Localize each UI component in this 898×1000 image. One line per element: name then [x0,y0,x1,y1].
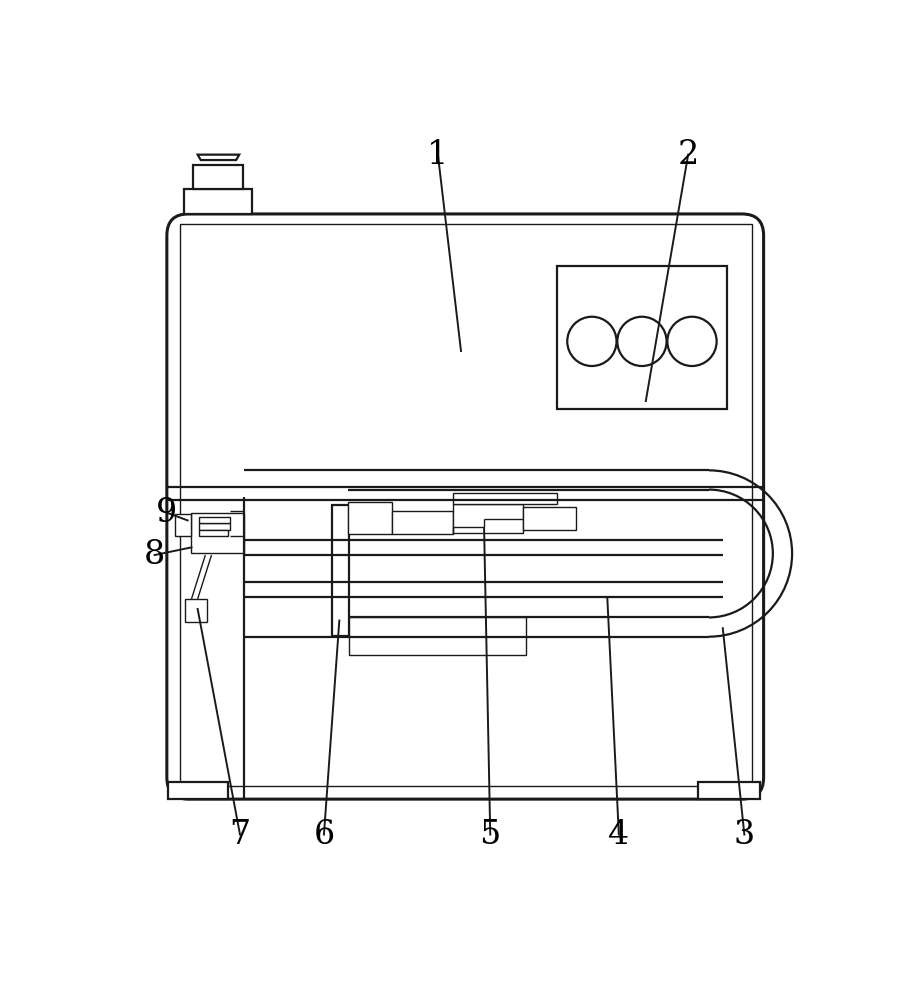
Bar [523,507,577,530]
Bar [453,493,558,504]
Bar [331,505,348,636]
Bar [348,502,392,534]
Text: 2: 2 [677,139,699,171]
Bar [199,517,230,523]
Text: 4: 4 [608,819,629,851]
Bar [169,782,228,799]
Bar [453,504,523,533]
FancyBboxPatch shape [167,214,763,799]
Bar [184,189,251,214]
Text: 6: 6 [313,819,335,851]
Text: 1: 1 [427,139,448,171]
Text: 5: 5 [480,819,501,851]
Text: 3: 3 [734,819,755,851]
Circle shape [568,317,617,366]
Bar [199,530,228,536]
Text: 9: 9 [156,497,178,529]
Circle shape [617,317,666,366]
Text: 8: 8 [144,539,165,571]
Bar [349,617,526,655]
Polygon shape [198,155,239,160]
Bar [185,599,207,622]
Bar [199,523,230,530]
Bar [698,782,760,799]
Circle shape [667,317,717,366]
Bar [392,511,453,534]
Bar [180,224,752,786]
Bar [558,266,726,409]
Bar [193,165,243,189]
Bar [191,513,244,553]
Text: 7: 7 [230,819,251,851]
Bar [174,514,191,536]
